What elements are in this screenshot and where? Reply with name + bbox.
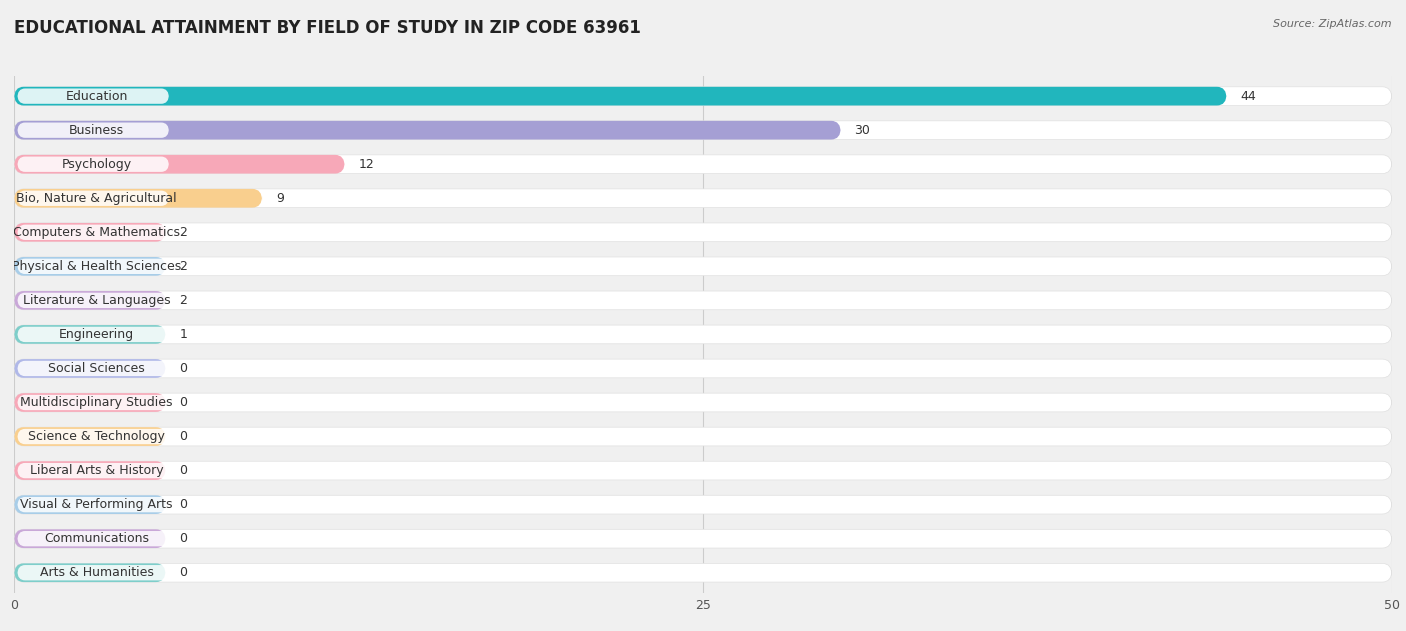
Text: Multidisciplinary Studies: Multidisciplinary Studies xyxy=(21,396,173,409)
FancyBboxPatch shape xyxy=(17,293,169,308)
FancyBboxPatch shape xyxy=(17,395,169,410)
Text: Education: Education xyxy=(66,90,128,103)
FancyBboxPatch shape xyxy=(14,87,1226,105)
Text: Arts & Humanities: Arts & Humanities xyxy=(39,566,153,579)
FancyBboxPatch shape xyxy=(17,88,169,104)
FancyBboxPatch shape xyxy=(14,461,1392,480)
FancyBboxPatch shape xyxy=(14,359,1392,378)
Text: 0: 0 xyxy=(180,498,187,511)
FancyBboxPatch shape xyxy=(14,495,166,514)
FancyBboxPatch shape xyxy=(14,359,166,378)
FancyBboxPatch shape xyxy=(14,393,166,412)
FancyBboxPatch shape xyxy=(17,463,169,478)
FancyBboxPatch shape xyxy=(14,121,1392,139)
Text: Science & Technology: Science & Technology xyxy=(28,430,165,443)
Text: 2: 2 xyxy=(180,260,187,273)
Text: 0: 0 xyxy=(180,532,187,545)
FancyBboxPatch shape xyxy=(17,361,169,376)
Text: Liberal Arts & History: Liberal Arts & History xyxy=(30,464,163,477)
FancyBboxPatch shape xyxy=(14,291,1392,310)
Text: 0: 0 xyxy=(180,566,187,579)
FancyBboxPatch shape xyxy=(14,155,1392,174)
FancyBboxPatch shape xyxy=(17,122,169,138)
FancyBboxPatch shape xyxy=(14,257,166,276)
FancyBboxPatch shape xyxy=(14,427,1392,446)
FancyBboxPatch shape xyxy=(17,531,169,546)
FancyBboxPatch shape xyxy=(14,427,166,446)
FancyBboxPatch shape xyxy=(14,87,1392,105)
FancyBboxPatch shape xyxy=(17,497,169,512)
Text: Visual & Performing Arts: Visual & Performing Arts xyxy=(21,498,173,511)
FancyBboxPatch shape xyxy=(14,563,1392,582)
FancyBboxPatch shape xyxy=(14,563,166,582)
Text: 1: 1 xyxy=(180,328,187,341)
FancyBboxPatch shape xyxy=(14,529,166,548)
Text: Computers & Mathematics: Computers & Mathematics xyxy=(13,226,180,239)
Text: 0: 0 xyxy=(180,464,187,477)
Text: Literature & Languages: Literature & Languages xyxy=(22,294,170,307)
Text: 0: 0 xyxy=(180,396,187,409)
Text: 0: 0 xyxy=(180,430,187,443)
FancyBboxPatch shape xyxy=(17,191,169,206)
FancyBboxPatch shape xyxy=(17,429,169,444)
FancyBboxPatch shape xyxy=(14,189,1392,208)
Text: EDUCATIONAL ATTAINMENT BY FIELD OF STUDY IN ZIP CODE 63961: EDUCATIONAL ATTAINMENT BY FIELD OF STUDY… xyxy=(14,19,641,37)
Text: Social Sciences: Social Sciences xyxy=(48,362,145,375)
FancyBboxPatch shape xyxy=(14,495,1392,514)
FancyBboxPatch shape xyxy=(14,461,166,480)
FancyBboxPatch shape xyxy=(14,529,1392,548)
FancyBboxPatch shape xyxy=(17,156,169,172)
Text: 9: 9 xyxy=(276,192,284,205)
Text: 2: 2 xyxy=(180,226,187,239)
Text: 2: 2 xyxy=(180,294,187,307)
Text: 30: 30 xyxy=(855,124,870,137)
FancyBboxPatch shape xyxy=(14,291,166,310)
FancyBboxPatch shape xyxy=(14,223,166,242)
FancyBboxPatch shape xyxy=(17,259,169,274)
Text: 12: 12 xyxy=(359,158,374,171)
Text: Psychology: Psychology xyxy=(62,158,132,171)
FancyBboxPatch shape xyxy=(14,325,1392,344)
Text: Bio, Nature & Agricultural: Bio, Nature & Agricultural xyxy=(17,192,177,205)
FancyBboxPatch shape xyxy=(14,325,166,344)
FancyBboxPatch shape xyxy=(17,327,169,342)
FancyBboxPatch shape xyxy=(14,155,344,174)
Text: Business: Business xyxy=(69,124,124,137)
FancyBboxPatch shape xyxy=(17,565,169,581)
FancyBboxPatch shape xyxy=(14,223,1392,242)
Text: Source: ZipAtlas.com: Source: ZipAtlas.com xyxy=(1274,19,1392,29)
FancyBboxPatch shape xyxy=(14,257,1392,276)
Text: Engineering: Engineering xyxy=(59,328,135,341)
FancyBboxPatch shape xyxy=(14,393,1392,412)
FancyBboxPatch shape xyxy=(14,121,841,139)
FancyBboxPatch shape xyxy=(14,189,262,208)
Text: Physical & Health Sciences: Physical & Health Sciences xyxy=(13,260,181,273)
FancyBboxPatch shape xyxy=(17,225,169,240)
Text: 44: 44 xyxy=(1240,90,1256,103)
Text: 0: 0 xyxy=(180,362,187,375)
Text: Communications: Communications xyxy=(44,532,149,545)
